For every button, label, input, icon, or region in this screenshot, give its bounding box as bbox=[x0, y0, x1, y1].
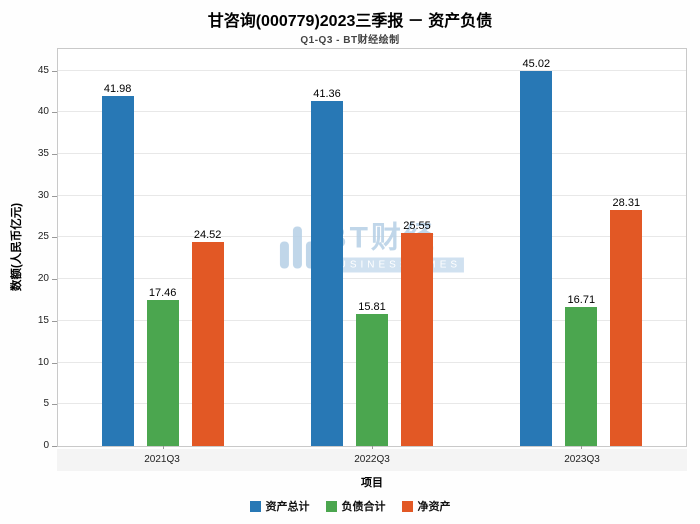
gridline bbox=[58, 69, 686, 71]
x-axis-ticks: 2021Q3 2022Q3 2023Q3 bbox=[57, 449, 687, 471]
y-tick-label: 5 bbox=[43, 398, 49, 410]
y-tick-mark bbox=[52, 446, 57, 447]
bar-负债合计-2022Q3[interactable] bbox=[355, 314, 388, 446]
x-tick-label: 2021Q3 bbox=[144, 454, 180, 465]
y-tick-label: 45 bbox=[37, 64, 49, 76]
y-tick-label: 10 bbox=[37, 356, 49, 368]
plot-area: BT财经 BUSINESSTIMES 41.98 17.46 24.52 41.36 1… bbox=[38, 48, 687, 451]
bar-负债合计-2021Q3[interactable] bbox=[146, 300, 179, 446]
bar-groups: 41.98 17.46 24.52 41.36 15.81 25.55 45.02 16.71… bbox=[58, 49, 686, 446]
gridline bbox=[58, 236, 686, 238]
x-tick-label: 2022Q3 bbox=[354, 454, 390, 465]
bar-wrap: 17.46 bbox=[146, 49, 179, 446]
bar-wrap: 45.02 bbox=[520, 49, 553, 446]
legend-swatch bbox=[401, 500, 413, 512]
bar-wrap: 15.81 bbox=[355, 49, 388, 446]
bar-value-label: 28.31 bbox=[612, 196, 641, 209]
bar-value-label: 17.46 bbox=[148, 287, 177, 300]
bar-净资产-2022Q3[interactable] bbox=[400, 232, 433, 446]
bar-value-label: 45.02 bbox=[522, 57, 551, 70]
bar-wrap: 25.55 bbox=[400, 49, 433, 446]
bar-wrap: 16.71 bbox=[565, 49, 598, 446]
y-tick-mark bbox=[52, 320, 57, 322]
legend-label: 净资产 bbox=[417, 501, 451, 513]
legend-label: 负债合计 bbox=[341, 501, 386, 513]
bar-wrap: 41.98 bbox=[101, 49, 134, 446]
y-tick-label: 15 bbox=[37, 314, 49, 326]
bar-wrap: 41.36 bbox=[310, 49, 343, 446]
y-tick-mark bbox=[52, 404, 57, 406]
y-tick-label: 40 bbox=[37, 106, 49, 118]
bar-净资产-2021Q3[interactable] bbox=[191, 241, 224, 446]
y-tick-mark bbox=[52, 237, 57, 239]
bar-wrap: 28.31 bbox=[610, 49, 643, 446]
y-tick-label: 30 bbox=[37, 189, 49, 201]
y-axis-title: 数额(人民币亿元) bbox=[11, 202, 23, 292]
bar-value-label: 24.52 bbox=[193, 228, 222, 241]
gridline bbox=[58, 278, 686, 280]
legend-item-负债合计[interactable]: 负债合计 bbox=[325, 498, 386, 514]
bar-value-label: 16.71 bbox=[567, 293, 596, 306]
y-tick-label: 0 bbox=[43, 440, 49, 451]
y-tick-label: 35 bbox=[37, 148, 49, 160]
bar-group-2022Q3: 41.36 15.81 25.55 bbox=[267, 49, 476, 446]
legend-swatch bbox=[325, 500, 337, 512]
y-tick-mark bbox=[52, 112, 57, 114]
y-tick-mark bbox=[52, 154, 57, 156]
bar-资产总计-2021Q3[interactable] bbox=[101, 95, 134, 446]
y-tick-mark bbox=[52, 70, 57, 72]
bar-value-label: 25.55 bbox=[403, 219, 431, 232]
chart-title: 甘咨询(000779)2023三季报 － 资产负债 bbox=[207, 13, 493, 30]
x-tick-label: 2023Q3 bbox=[564, 454, 600, 465]
bar-group-2021Q3: 41.98 17.46 24.52 bbox=[58, 49, 267, 446]
bar-value-label: 15.81 bbox=[358, 301, 386, 314]
legend-label: 资产总计 bbox=[265, 501, 310, 513]
bar-资产总计-2023Q3[interactable] bbox=[520, 70, 553, 446]
gridline bbox=[58, 194, 686, 196]
legend: 资产总计 负债合计 净资产 bbox=[0, 498, 700, 514]
y-tick-mark bbox=[52, 195, 57, 197]
y-tick-mark bbox=[52, 279, 57, 281]
bar-资产总计-2022Q3[interactable] bbox=[310, 101, 343, 446]
y-tick-mark bbox=[52, 362, 57, 364]
legend-item-资产总计[interactable]: 资产总计 bbox=[249, 498, 310, 514]
bar-value-label: 41.98 bbox=[103, 82, 132, 95]
legend-item-净资产[interactable]: 净资产 bbox=[401, 498, 451, 514]
bar-负债合计-2023Q3[interactable] bbox=[565, 306, 598, 446]
gridline bbox=[58, 153, 686, 155]
bar-净资产-2023Q3[interactable] bbox=[610, 209, 643, 446]
gridline bbox=[58, 111, 686, 113]
chart-subtitle: Q1-Q3 - BT财经绘制 bbox=[300, 35, 400, 46]
bar-group-2023Q3: 45.02 16.71 28.31 bbox=[477, 49, 686, 446]
bar-wrap: 24.52 bbox=[191, 49, 224, 446]
x-axis-title: 项目 bbox=[361, 477, 383, 489]
bar-value-label: 41.36 bbox=[313, 88, 341, 101]
legend-swatch bbox=[249, 500, 261, 512]
